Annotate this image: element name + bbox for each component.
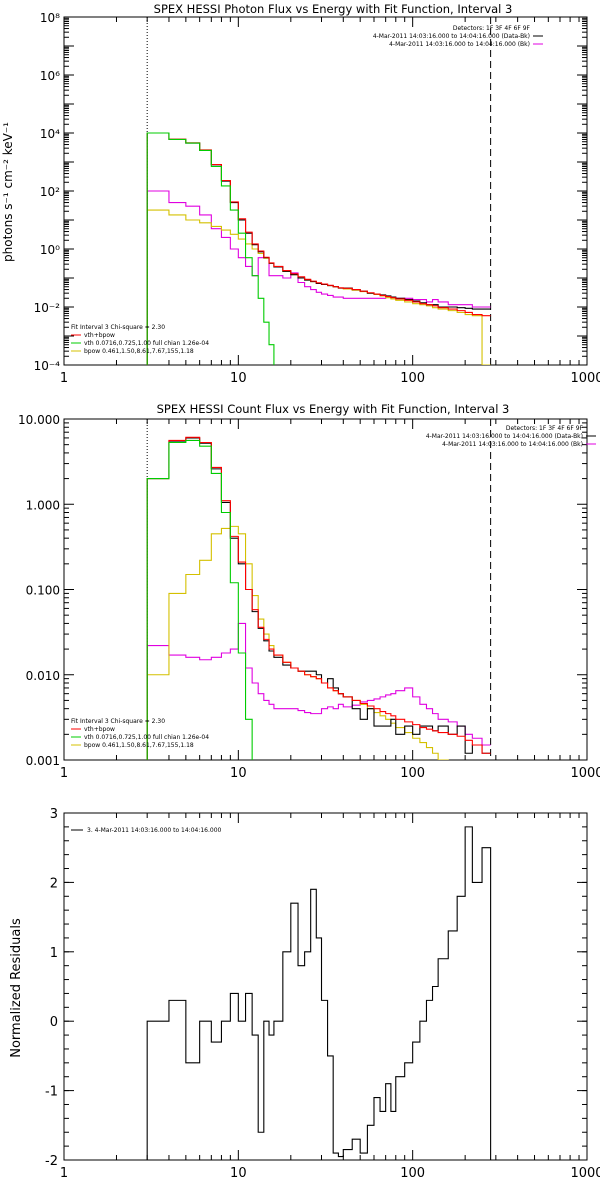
y-tick-label: -1: [45, 1085, 58, 1100]
plot-frame: [63, 812, 588, 1161]
y-tick-label: 10⁶: [40, 69, 60, 83]
legend-data-bk: 4-Mar-2011 14:03:16.000 to 14:04:16.000 …: [373, 33, 530, 40]
x-tick-label-1000: 1000: [570, 1166, 600, 1181]
y-axis-label: Normalized Residuals: [9, 918, 24, 1058]
x-tick-label-10: 10: [230, 1166, 247, 1181]
y-tick-label: 10²: [40, 185, 60, 199]
panel-title: SPEX HESSI Photon Flux vs Energy with Fi…: [154, 2, 513, 16]
y-tick-label: 10⁸: [40, 11, 60, 25]
y-tick-label: 10⁰: [40, 243, 60, 257]
series-lines: [146, 436, 491, 760]
series-model-sum: [146, 132, 491, 365]
y-tick-labels: -2 -1 0 1 2 3: [45, 807, 58, 1169]
x-tick-label-1: 1: [60, 371, 68, 386]
count-flux-panel: SPEX HESSI Count Flux vs Energy with Fit…: [18, 402, 600, 781]
series-bpow: [146, 525, 449, 760]
x-tick-labels: 1 10 100 1000: [60, 371, 600, 386]
series-data: [146, 132, 491, 365]
y-tick-label: 0.010: [26, 669, 60, 683]
axes-ticks: [63, 812, 588, 1161]
legend-fit-interval: Fit Interval 3 Chi-square = 2.30: [71, 718, 165, 725]
axes-ticks: [63, 16, 588, 366]
y-tick-label: 1.000: [26, 498, 60, 512]
y-tick-label: 0: [50, 1015, 58, 1030]
legend-bottom-left: Fit Interval 3 Chi-square = 2.30 vth+bpo…: [71, 718, 209, 749]
series-bkg: [146, 190, 491, 365]
legend-bk: 4-Mar-2011 14:03:16.000 to 14:04:16.000 …: [442, 441, 583, 448]
legend-model-sum: vth+bpow: [84, 726, 115, 733]
y-tick-label: 2: [50, 876, 58, 891]
legend-bottom-left: Fit Interval 3 Chi-square = 2.30 vth+bpo…: [71, 324, 209, 355]
series-vth: [146, 132, 275, 365]
series-data: [146, 437, 491, 760]
y-tick-label: 10⁻⁴: [34, 359, 61, 373]
y-tick-label: 0.001: [26, 754, 60, 768]
legend-data-bk: 4-Mar-2011 14:03:16.000 to 14:04:16.000 …: [426, 433, 583, 440]
axes-ticks: [63, 418, 588, 761]
x-tick-label-1000: 1000: [570, 766, 600, 781]
legend-bpow: bpow 0.461,1.50,8.61,7.67,155,1.18: [84, 742, 194, 749]
y-tick-label: 3: [50, 807, 58, 822]
x-tick-label-100: 100: [400, 1166, 425, 1181]
legend-residuals: 3. 4-Mar-2011 14:03:16.000 to 14:04:16.0…: [87, 827, 222, 834]
legend-vth: vth 0.0716,0.725,1.00 full chian 1.26e-0…: [84, 340, 209, 347]
y-axis-label: photons s⁻¹ cm⁻² keV⁻¹: [1, 122, 15, 262]
y-tick-label: 10⁻²: [34, 301, 61, 315]
residuals-panel: Normalized Residuals 1 10 100 1000 -2 -1…: [9, 807, 600, 1181]
legend-fit-interval: Fit Interval 3 Chi-square = 2.30: [71, 324, 165, 331]
x-tick-label-10: 10: [230, 766, 247, 781]
y-tick-label: 0.100: [26, 584, 60, 598]
x-tick-label-100: 100: [400, 766, 425, 781]
series-lines: [146, 826, 492, 1160]
legend-detectors: Detectors: 1F 3F 4F 6F 9F: [506, 425, 584, 432]
x-tick-labels: 1 10 100 1000: [60, 766, 600, 781]
legend-bk: 4-Mar-2011 14:03:16.000 to 14:04:16.000 …: [389, 41, 530, 48]
plot-frame: [63, 16, 588, 366]
x-tick-label-1000: 1000: [570, 371, 600, 386]
legend-detectors: Detectors: 1F 3F 4F 6F 9F: [453, 25, 531, 32]
y-tick-label: 10⁴: [40, 127, 60, 141]
y-tick-label: 1: [50, 946, 58, 961]
x-tick-label-1: 1: [60, 766, 68, 781]
legend-top-right: Detectors: 1F 3F 4F 6F 9F 4-Mar-2011 14:…: [373, 25, 543, 48]
legend-bpow: bpow 0.461,1.50,8.61,7.67,155,1.18: [84, 348, 194, 355]
legend-vth: vth 0.0716,0.725,1.00 full chian 1.26e-0…: [84, 734, 209, 741]
legend-model-sum: vth+bpow: [84, 332, 115, 339]
legend-top-left: 3. 4-Mar-2011 14:03:16.000 to 14:04:16.0…: [71, 827, 222, 834]
legend-top-right: Detectors: 1F 3F 4F 6F 9F 4-Mar-2011 14:…: [426, 425, 596, 448]
series-data: [146, 826, 492, 1160]
series-lines: [146, 132, 491, 365]
x-tick-label-1: 1: [60, 1166, 68, 1181]
photon-flux-panel: SPEX HESSI Photon Flux vs Energy with Fi…: [1, 2, 600, 386]
x-tick-label-100: 100: [400, 371, 425, 386]
x-tick-label-10: 10: [230, 371, 247, 386]
y-tick-label: 10.000: [18, 413, 60, 427]
y-tick-label: -2: [45, 1154, 58, 1169]
y-tick-labels: 10⁻⁴ 10⁻² 10⁰ 10² 10⁴ 10⁶ 10⁸: [34, 11, 61, 373]
x-tick-labels: 1 10 100 1000: [60, 1166, 600, 1181]
series-vth: [146, 439, 253, 760]
y-tick-labels: 0.001 0.010 0.100 1.000 10.000: [18, 413, 60, 768]
panel-title: SPEX HESSI Count Flux vs Energy with Fit…: [157, 402, 510, 416]
series-model-sum: [146, 436, 491, 760]
